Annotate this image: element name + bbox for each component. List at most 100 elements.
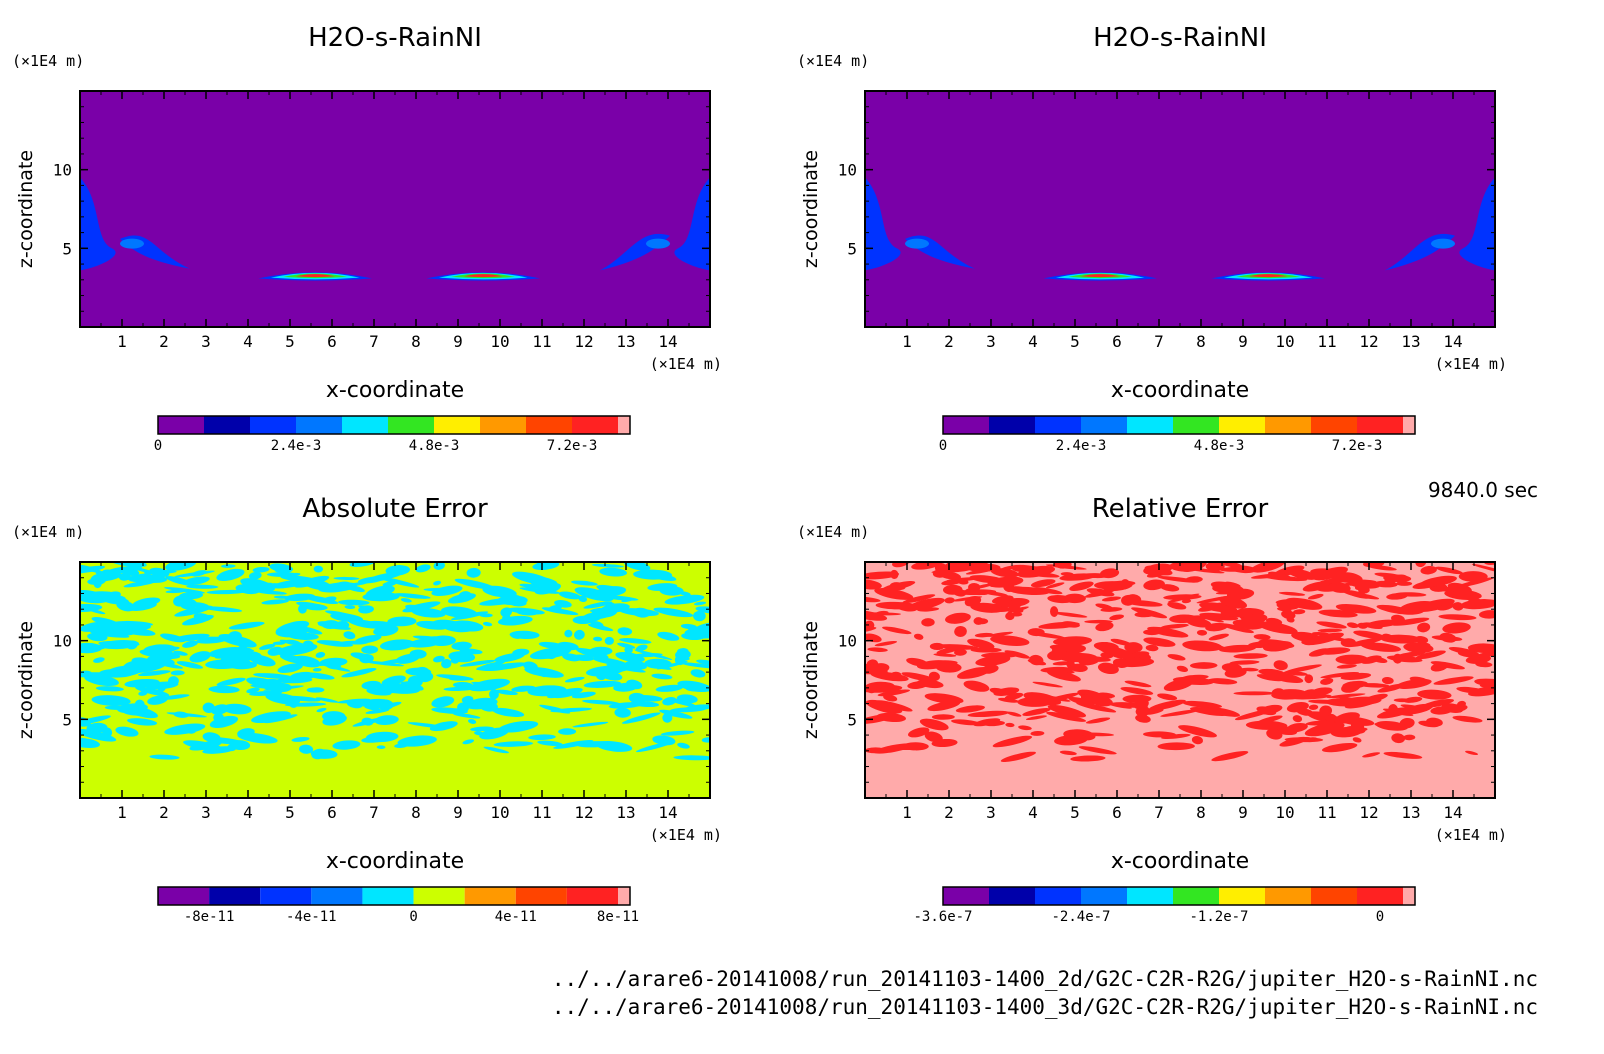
error-patch: [558, 591, 581, 600]
error-patch: [593, 636, 603, 642]
error-patch: [1021, 571, 1060, 578]
x-tick-label: 5: [1070, 803, 1080, 822]
error-patch: [228, 621, 265, 630]
x-axis-label: x-coordinate: [1111, 378, 1249, 403]
error-patch: [865, 610, 888, 621]
error-patch: [902, 594, 936, 604]
error-patch: [189, 651, 211, 663]
contour-blob: [1248, 274, 1288, 278]
colorbar-label: 4.8e-3: [409, 438, 460, 454]
error-patch: [1052, 661, 1073, 666]
error-patch: [933, 653, 957, 657]
x-unit-label: (×1E4 m): [650, 826, 722, 844]
error-patch: [1334, 712, 1360, 724]
colorbar-label: 0: [409, 909, 417, 925]
colorbar-swatch: [943, 887, 989, 905]
error-patch: [80, 728, 117, 742]
error-patch: [91, 695, 131, 706]
error-patch: [80, 737, 100, 748]
contour-edge-core: [1431, 238, 1455, 249]
error-patch: [365, 708, 390, 714]
colorbar-label: -8e-11: [184, 909, 235, 925]
x-tick-label: 12: [1359, 803, 1378, 822]
x-tick-label: 6: [327, 803, 337, 822]
error-patch: [121, 568, 140, 576]
error-patch: [655, 684, 684, 692]
y-tick-label: 10: [838, 632, 857, 651]
error-patch: [326, 662, 341, 670]
error-patch: [1435, 566, 1463, 575]
error-patch: [1320, 671, 1360, 679]
error-patch: [1430, 661, 1449, 672]
x-tick-label: 4: [1028, 803, 1038, 822]
colorbar-label: -4e-11: [286, 909, 337, 925]
footer-file-3d: ../../arare6-20141008/run_20141103-1400_…: [552, 995, 1538, 1019]
error-patch: [596, 584, 625, 594]
error-patch: [209, 715, 239, 728]
error-patch: [1336, 664, 1357, 669]
error-patch: [459, 648, 483, 655]
error-patch: [1178, 725, 1217, 738]
error-patch: [1357, 622, 1368, 629]
error-patch: [1191, 736, 1203, 745]
contour-edge: [1459, 177, 1495, 271]
error-patch: [1376, 707, 1413, 719]
error-patch: [935, 662, 962, 673]
error-patch: [493, 741, 534, 747]
error-patch: [1366, 619, 1399, 628]
contour-edge: [80, 177, 116, 271]
y-axis-label: z-coordinate: [15, 621, 37, 739]
error-patch: [186, 584, 219, 589]
error-patch: [205, 659, 244, 670]
error-patch: [553, 740, 594, 749]
x-tick-label: 9: [453, 803, 463, 822]
error-patch: [931, 714, 955, 720]
error-patch: [409, 649, 427, 659]
error-patch: [604, 636, 614, 645]
colorbar-swatch: [250, 416, 296, 434]
error-patch: [1240, 614, 1268, 625]
error-patch: [587, 682, 603, 687]
x-unit-label: (×1E4 m): [1435, 355, 1507, 373]
error-patch: [1293, 609, 1306, 615]
error-patch: [1438, 614, 1477, 621]
contour-edge: [865, 177, 901, 271]
panel-top-right: H2O-s-RainNI(×1E4 m)1 2 3 4 5 6 7 8 9 10 11 12 13 145…: [797, 23, 1507, 454]
error-patch: [901, 672, 937, 682]
colorbar-swatch: [158, 887, 210, 905]
error-patch: [880, 580, 916, 592]
x-tick-label: 5: [285, 332, 295, 351]
error-patch: [1135, 705, 1150, 717]
error-patch: [1097, 662, 1119, 675]
x-tick-label: 2: [159, 332, 169, 351]
error-patch: [519, 583, 542, 589]
error-patch: [954, 626, 967, 637]
error-patch: [955, 577, 969, 585]
colorbar-swatch: [572, 416, 618, 434]
error-patch: [1292, 715, 1303, 723]
error-patch: [284, 593, 316, 602]
error-patch: [913, 633, 924, 640]
colorbar-swatch: [1357, 416, 1403, 434]
error-patch: [635, 644, 648, 652]
error-patch: [454, 578, 496, 590]
error-patch: [983, 720, 1005, 727]
error-patch: [343, 584, 365, 593]
x-tick-label: 8: [1196, 332, 1206, 351]
y-axis-label: z-coordinate: [800, 150, 822, 268]
colorbar-frame: [157, 415, 631, 435]
x-axis-label: x-coordinate: [326, 378, 464, 403]
error-patch: [316, 640, 354, 647]
colorbar-label: 0: [1376, 909, 1384, 925]
error-patch: [951, 596, 983, 602]
error-patch: [257, 581, 273, 591]
error-patch: [1460, 599, 1495, 610]
error-patch: [97, 643, 115, 649]
error-patch: [1285, 597, 1323, 610]
error-patch: [575, 647, 609, 659]
colorbar-frame: [942, 886, 1416, 906]
error-patch: [93, 657, 105, 663]
error-patch: [253, 673, 294, 679]
error-patch: [494, 652, 525, 663]
error-patch: [627, 659, 646, 665]
